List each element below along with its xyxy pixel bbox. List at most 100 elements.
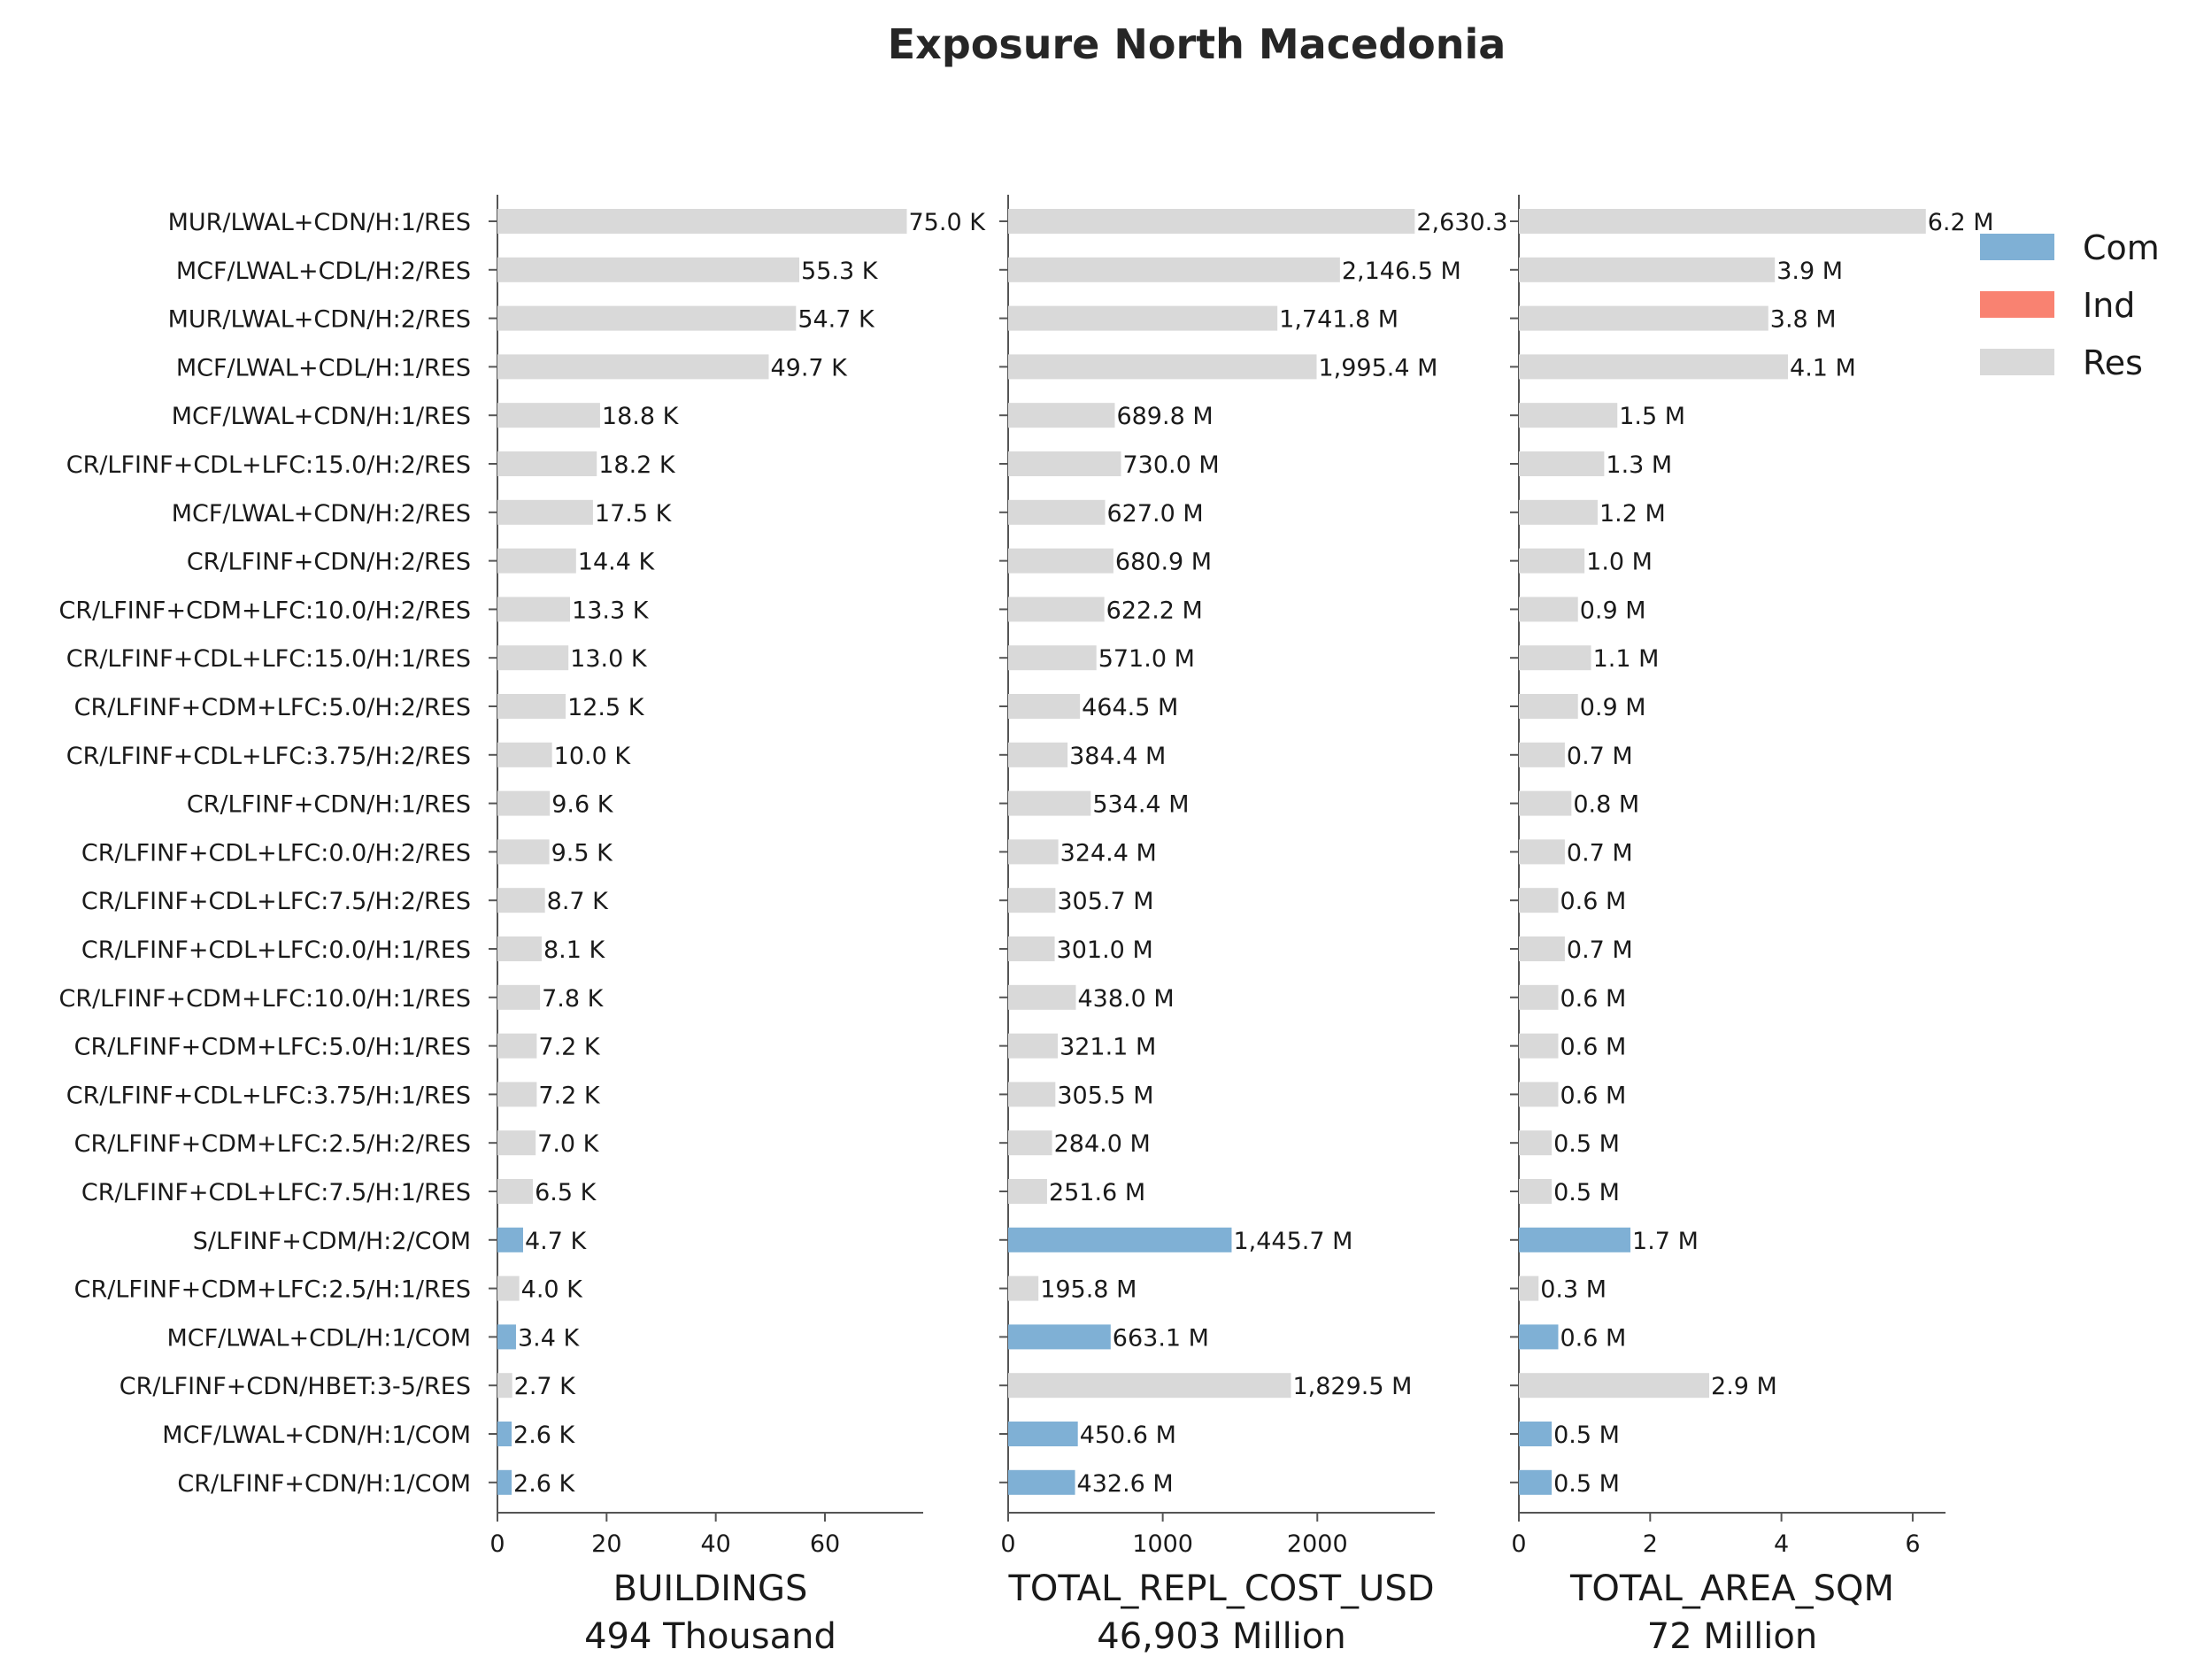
bar [497,694,566,719]
value-label: 432.6 M [1077,1470,1174,1498]
value-label: 680.9 M [1115,549,1212,576]
value-label: 3.8 M [1770,306,1837,334]
value-label: 0.5 M [1553,1470,1620,1498]
value-label: 2,630.3 [1416,209,1507,236]
bar [1008,1082,1056,1107]
bar [497,499,593,525]
bar [1008,790,1091,816]
bar [1519,839,1565,865]
x-axis-total: 494 Thousand [584,1616,836,1657]
value-label: 7.2 K [538,1034,601,1061]
category-label: CR/LFINF+CDL+LFC:15.0/H:2/RES [66,451,471,479]
x-tick-label: 0 [1000,1530,1015,1558]
bar [497,597,571,622]
x-tick-label: 40 [700,1530,730,1558]
x-axis-title: BUILDINGS [613,1568,808,1609]
value-label: 689.8 M [1116,403,1213,430]
bar [1008,1324,1111,1350]
bar [1008,548,1113,574]
x-tick-label: 2000 [1287,1530,1348,1558]
bar [1519,305,1768,331]
legend-label-ind: Ind [2083,286,2135,325]
bar [1519,984,1559,1010]
value-label: 1,445.7 M [1233,1228,1352,1255]
x-axis-title: TOTAL_REPL_COST_USD [1007,1568,1434,1609]
bar [1008,645,1097,671]
bar [497,1324,516,1350]
bar [1519,1324,1559,1350]
bar [1519,936,1565,961]
value-label: 2.9 M [1711,1373,1777,1400]
value-label: 2,146.5 M [1342,258,1461,285]
category-label: CR/LFINF+CDM+LFC:5.0/H:1/RES [74,1034,471,1061]
bar [497,1422,512,1446]
value-label: 4.1 M [1790,354,1856,381]
legend-label-com: Com [2083,228,2160,267]
x-tick-label: 60 [810,1530,840,1558]
chart-panels: 75.0 K MUR/LWAL+CDN/H:1/RES 55.3 K MCF/LWAL… [58,195,1994,1657]
bar [497,790,551,816]
bar [1519,209,1926,234]
bar [497,305,797,331]
bar [1008,984,1076,1010]
value-label: 1.7 M [1632,1228,1699,1255]
value-label: 17.5 K [595,500,673,528]
bar [1519,790,1572,816]
value-label: 622.2 M [1106,597,1203,624]
bar [497,354,769,380]
value-label: 464.5 M [1082,694,1178,721]
bar [1008,1227,1232,1252]
legend-label-res: Res [2083,343,2143,382]
value-label: 13.3 K [572,597,650,624]
bar [497,1130,536,1156]
category-label: CR/LFINF+CDM+LFC:2.5/H:2/RES [74,1130,471,1158]
value-label: 10.0 K [554,743,632,770]
bar [1519,257,1776,282]
bar [1008,597,1105,622]
legend-swatch-com [1980,234,2054,260]
category-label: CR/LFINF+CDL+LFC:0.0/H:1/RES [81,936,471,964]
category-label: MCF/LWAL+CDN/H:1/COM [162,1422,471,1449]
value-label: 0.9 M [1580,694,1646,721]
x-axis-total: 46,903 Million [1097,1616,1345,1657]
bar [1008,839,1059,865]
panel-2: 2,630.3 2,146.5 M 1,741.8 M 1,995.4 M 689.8 … [999,195,1507,1657]
category-label: MCF/LWAL+CDL/H:1/RES [176,354,471,381]
value-label: 1.3 M [1606,451,1672,479]
bar [1008,451,1121,476]
value-label: 18.8 K [602,403,680,430]
value-label: 450.6 M [1080,1422,1176,1449]
bar [1008,403,1115,428]
category-label: S/LFINF+CDM/H:2/COM [193,1228,471,1255]
bar [497,1275,520,1301]
bar [1519,1130,1553,1156]
bar [497,984,541,1010]
value-label: 534.4 M [1092,791,1189,819]
bar [497,403,600,428]
value-label: 305.5 M [1057,1082,1153,1109]
value-label: 0.7 M [1567,743,1633,770]
value-label: 49.7 K [770,354,848,381]
value-label: 0.5 M [1553,1130,1620,1158]
value-label: 324.4 M [1060,839,1157,867]
legend-swatch-ind [1980,291,2054,318]
bar [1008,209,1415,234]
x-axis-total: 72 Million [1647,1616,1817,1657]
value-label: 627.0 M [1106,500,1203,528]
value-label: 1,995.4 M [1318,354,1437,381]
value-label: 13.0 K [570,645,648,673]
bar [1008,1275,1039,1301]
category-label: CR/LFINF+CDL+LFC:15.0/H:1/RES [66,645,471,673]
bar [1008,257,1340,282]
category-label: CR/LFINF+CDM+LFC:5.0/H:2/RES [74,694,471,721]
bar [1008,1373,1291,1399]
bar [1519,354,1789,380]
category-label: MUR/LWAL+CDN/H:2/RES [168,306,471,334]
value-label: 12.5 K [567,694,645,721]
category-label: CR/LFINF+CDL+LFC:3.75/H:1/RES [66,1082,471,1109]
panel-1: 75.0 K MUR/LWAL+CDN/H:1/RES 55.3 K MCF/LWAL… [58,195,986,1657]
x-axis-title: TOTAL_AREA_SQM [1569,1568,1894,1609]
value-label: 8.1 K [543,936,606,964]
category-label: CR/LFINF+CDN/H:2/RES [187,549,471,576]
